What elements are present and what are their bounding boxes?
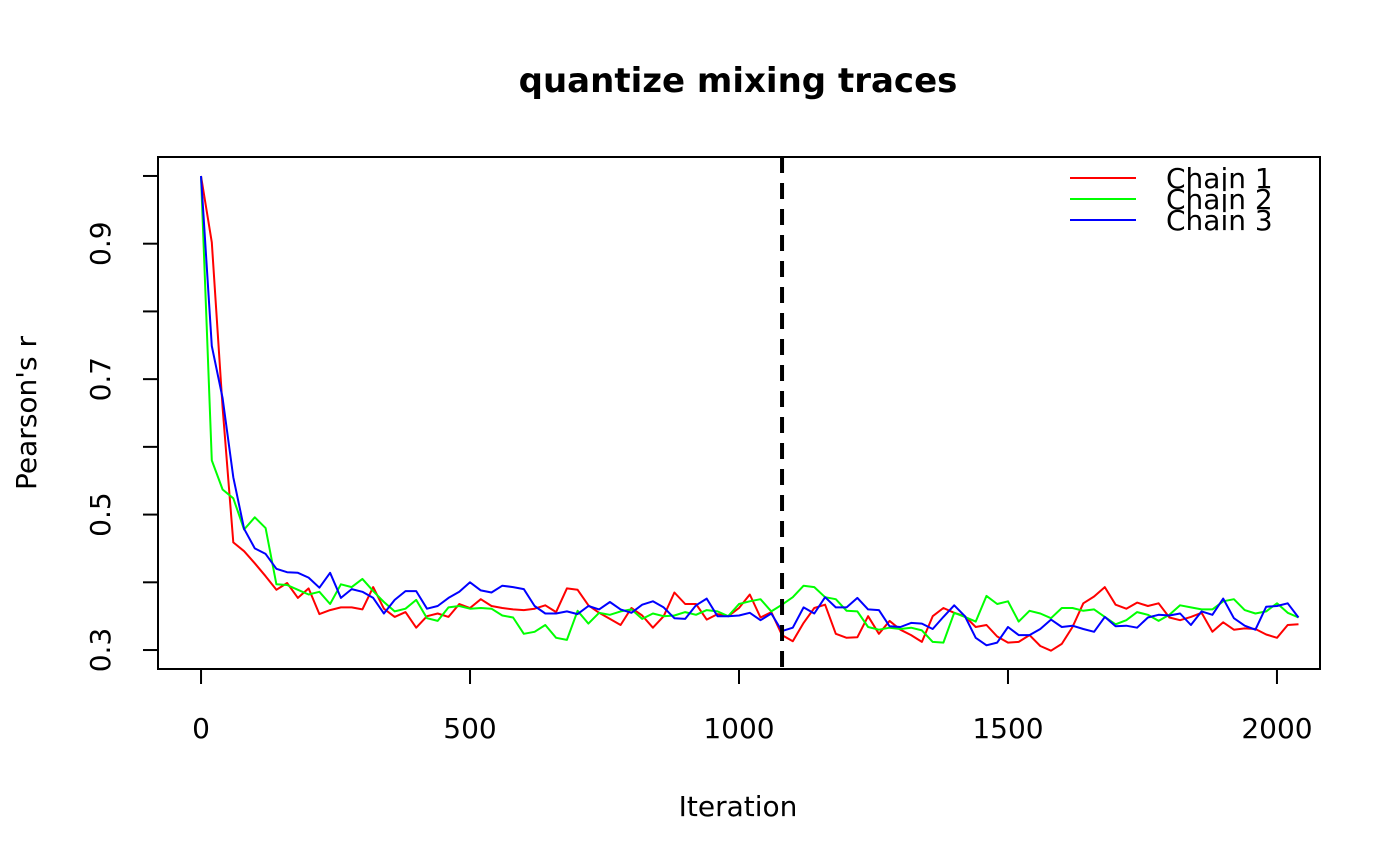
x-axis: 0 500 1000 1500 2000 [192, 668, 1313, 745]
y-axis-label: Pearson's r [10, 336, 43, 490]
legend-label: Chain 1 [1166, 162, 1273, 195]
series-line-chain-2 [200, 175, 1299, 644]
series-layer [200, 175, 1300, 652]
legend-label: Chain 3 [1166, 204, 1273, 237]
y-tick-label: 0.7 [84, 357, 117, 402]
y-tick-label: 0.3 [84, 628, 117, 673]
x-tick-label: 2000 [1241, 712, 1312, 745]
x-axis-label: Iteration [679, 790, 798, 823]
plot-frame [157, 156, 1321, 670]
x-tick-label: 0 [192, 712, 210, 745]
y-tick-label: 0.5 [84, 492, 117, 537]
x-tick-label: 1500 [972, 712, 1043, 745]
x-tick-label: 500 [443, 712, 496, 745]
chart-title: quantize mixing traces [519, 61, 958, 101]
x-tick-label: 1000 [703, 712, 774, 745]
y-tick-label: 0.9 [84, 221, 117, 266]
y-axis: 0.3 0.5 0.7 0.9 [84, 174, 159, 673]
series-line-chain-1 [200, 175, 1299, 652]
legend-label: Chain 2 [1166, 183, 1273, 216]
series-line-chain-3 [200, 175, 1300, 647]
